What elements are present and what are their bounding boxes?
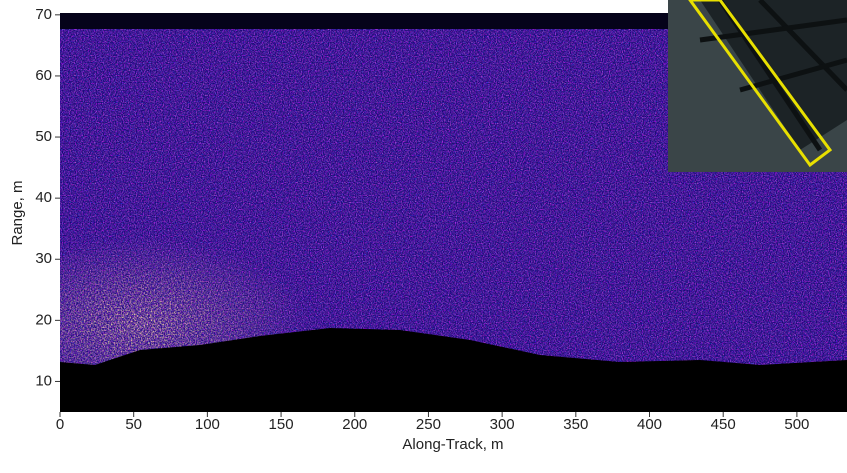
x-tick-label: 250 (416, 416, 441, 433)
y-tick-label: 40 (35, 189, 52, 206)
x-tick-label: 400 (637, 416, 662, 433)
x-tick-label: 450 (711, 416, 736, 433)
x-tick-label: 50 (125, 416, 142, 433)
inset-photo (668, 0, 847, 172)
y-tick-label: 50 (35, 128, 52, 145)
x-tick-label: 350 (563, 416, 588, 433)
y-tick-label: 10 (35, 372, 52, 389)
y-tick-label: 70 (35, 6, 52, 23)
x-tick-label: 300 (490, 416, 515, 433)
y-tick-label: 60 (35, 67, 52, 84)
x-tick-label: 500 (784, 416, 809, 433)
y-tick-label: 30 (35, 250, 52, 267)
y-tick-label: 20 (35, 311, 52, 328)
x-tick-label: 150 (269, 416, 294, 433)
x-tick-label: 100 (195, 416, 220, 433)
x-tick-label: 200 (342, 416, 367, 433)
x-tick-label: 0 (56, 416, 64, 433)
y-axis-label: Range, m (9, 180, 26, 245)
x-axis-label: Along-Track, m (402, 436, 503, 453)
